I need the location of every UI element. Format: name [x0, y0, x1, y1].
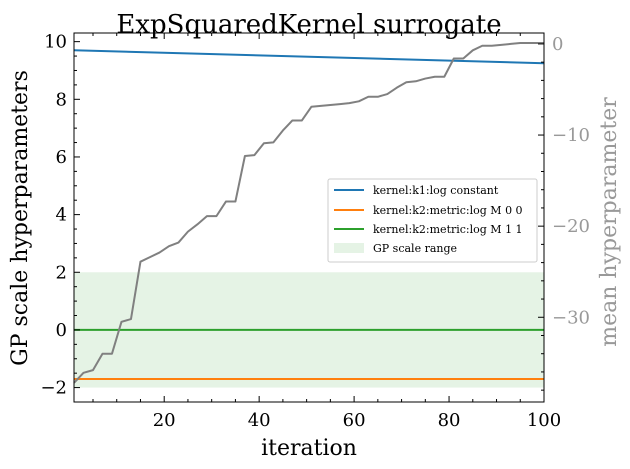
x-tick-label: 60: [343, 410, 366, 431]
y-tick-label: 4: [56, 205, 67, 226]
y-right-tick-label: −30: [552, 307, 590, 328]
legend-label-metric-m11: kernel:k2:metric:log M 1 1: [373, 223, 523, 236]
x-tick-label: 20: [153, 410, 176, 431]
legend: kernel:k1:log constant kernel:k2:metric:…: [327, 178, 538, 263]
series-line-0: [73, 49, 545, 65]
y-tick-label: 2: [56, 262, 67, 283]
x-tick-label: 100: [527, 410, 561, 431]
y-right-tick-label: 0: [552, 34, 563, 55]
x-axis-label: iteration: [261, 436, 357, 461]
y-axis-label: GP scale hyperparameters: [8, 70, 33, 366]
legend-label-scale-range: GP scale range: [373, 242, 457, 255]
plot-area: [73, 42, 545, 388]
chart-title: ExpSquaredKernel surrogate: [116, 10, 501, 40]
y-right-tick-label: −20: [552, 216, 590, 237]
y-tick-label: 10: [44, 32, 67, 53]
y-tick-label: 8: [56, 89, 67, 110]
legend-label-k1-log-constant: kernel:k1:log constant: [373, 184, 499, 197]
y-tick-label: −2: [40, 378, 67, 399]
y-axis-label-right: mean hyperparameter: [597, 97, 622, 347]
x-tick-label: 40: [248, 410, 271, 431]
y-tick-label: 0: [56, 320, 67, 341]
legend-label-metric-m00: kernel:k2:metric:log M 0 0: [373, 204, 523, 217]
mean-hyperparameter-line: [73, 42, 544, 384]
plot-frame: [73, 32, 545, 403]
legend-box: [327, 178, 538, 263]
y-right-tick-label: −10: [552, 125, 590, 146]
y-tick-label: 6: [56, 147, 67, 168]
x-tick-label: 80: [438, 410, 461, 431]
legend-swatch-scale-range: [334, 243, 364, 253]
